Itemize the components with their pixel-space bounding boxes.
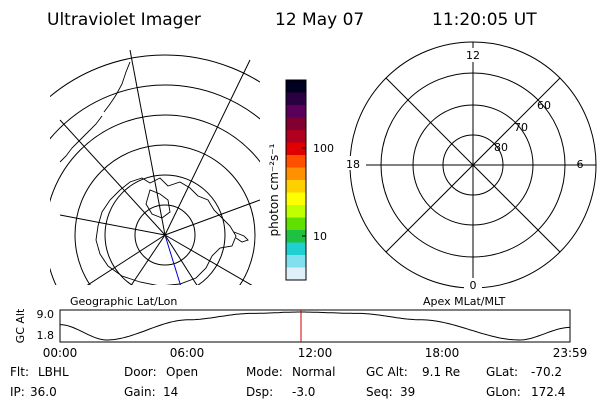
longitude-lines bbox=[59, 49, 260, 285]
time-tick-1200: 12:00 bbox=[298, 346, 333, 360]
status-seq-value: 39 bbox=[400, 385, 415, 399]
date-label: 12 May 07 bbox=[275, 10, 364, 30]
colorbar-cell bbox=[286, 105, 306, 118]
status-glat-value: -70.2 bbox=[531, 365, 562, 379]
satellite-track bbox=[164, 234, 181, 285]
geographic-map bbox=[50, 49, 260, 285]
status-glon-value: 172.4 bbox=[531, 385, 565, 399]
alt-tick-low: 1.8 bbox=[37, 329, 55, 342]
colorbar-cell bbox=[286, 217, 306, 231]
altitude-curve bbox=[59, 311, 571, 341]
time-tick-0000: 00:00 bbox=[43, 346, 78, 360]
mlt-label-18: 18 bbox=[346, 158, 360, 171]
status-gain-label: Gain: bbox=[124, 385, 156, 399]
colorbar-cell bbox=[286, 267, 306, 281]
time-tick-1800: 18:00 bbox=[425, 346, 460, 360]
colorbar-tick-100: 100 bbox=[313, 142, 334, 155]
status-seq-label: Seq: bbox=[366, 385, 393, 399]
time-label: 11:20:05 UT bbox=[432, 10, 537, 30]
mlt-label-0: 0 bbox=[470, 279, 477, 292]
altitude-plot-frame bbox=[59, 309, 571, 343]
status-flt-label: Flt: bbox=[10, 365, 29, 379]
altitude-axis-label: GC Alt bbox=[14, 308, 27, 343]
status-gain-value: 14 bbox=[163, 385, 178, 399]
geo-panel-label: Geographic Lat/Lon bbox=[70, 295, 177, 308]
coastlines bbox=[59, 61, 249, 285]
polar-plot bbox=[349, 41, 597, 289]
status-gcalt-label: GC Alt: bbox=[366, 365, 408, 379]
status-row-2: IP: 36.0 Gain: 14 Dsp: -3.0 Seq: 39 GLon… bbox=[10, 385, 565, 399]
colorbar-cell bbox=[286, 117, 306, 131]
colorbar-cell bbox=[286, 130, 306, 143]
colorbar-cell bbox=[286, 142, 306, 156]
mlt-label-12: 12 bbox=[466, 49, 480, 62]
status-ip-value: 36.0 bbox=[30, 385, 57, 399]
colorbar-cell bbox=[286, 155, 306, 168]
mlat-label-80: 80 bbox=[494, 141, 508, 154]
colorbar-cell bbox=[286, 192, 306, 206]
colorbar-cell bbox=[286, 230, 306, 243]
status-gcalt-value: 9.1 Re bbox=[422, 365, 460, 379]
polar-panel-label: Apex MLat/MLT bbox=[423, 295, 506, 308]
mlt-label-6: 6 bbox=[577, 158, 584, 171]
mlat-label-60: 60 bbox=[537, 99, 551, 112]
altitude-timeline: GC Alt 9.0 1.8 00:00 06:00 12:00 18:00 2… bbox=[14, 308, 587, 360]
time-tick-2359: 23:59 bbox=[553, 346, 588, 360]
colorbar-cell bbox=[286, 80, 306, 93]
status-glon-label: GLon: bbox=[486, 385, 521, 399]
colorbar-cell bbox=[286, 92, 306, 106]
status-door-label: Door: bbox=[124, 365, 157, 379]
status-glat-label: GLat: bbox=[486, 365, 518, 379]
alt-tick-high: 9.0 bbox=[37, 308, 55, 321]
status-ip-label: IP: bbox=[10, 385, 25, 399]
status-flt-value: LBHL bbox=[38, 365, 69, 379]
status-dsp-value: -3.0 bbox=[292, 385, 315, 399]
colorbar-cell bbox=[286, 205, 306, 218]
status-mode-value: Normal bbox=[292, 365, 335, 379]
latitude-circles bbox=[50, 54, 260, 285]
mlat-label-70: 70 bbox=[514, 121, 528, 134]
time-tick-0600: 06:00 bbox=[170, 346, 205, 360]
instrument-title: Ultraviolet Imager bbox=[47, 10, 201, 30]
status-dsp-label: Dsp: bbox=[246, 385, 273, 399]
status-row-1: Flt: LBHL Door: Open Mode: Normal GC Alt… bbox=[10, 365, 562, 379]
status-door-value: Open bbox=[166, 365, 198, 379]
color-scale: 100 10 photon cm⁻²s⁻¹ bbox=[267, 79, 334, 281]
status-mode-label: Mode: bbox=[246, 365, 283, 379]
colorbar-cell bbox=[286, 242, 306, 256]
colorbar-cell bbox=[286, 180, 306, 193]
colorbar-unit-label: photon cm⁻²s⁻¹ bbox=[267, 143, 281, 236]
colorbar-cell bbox=[286, 255, 306, 268]
colorbar-cell bbox=[286, 167, 306, 181]
colorbar-tick-10: 10 bbox=[313, 230, 327, 243]
